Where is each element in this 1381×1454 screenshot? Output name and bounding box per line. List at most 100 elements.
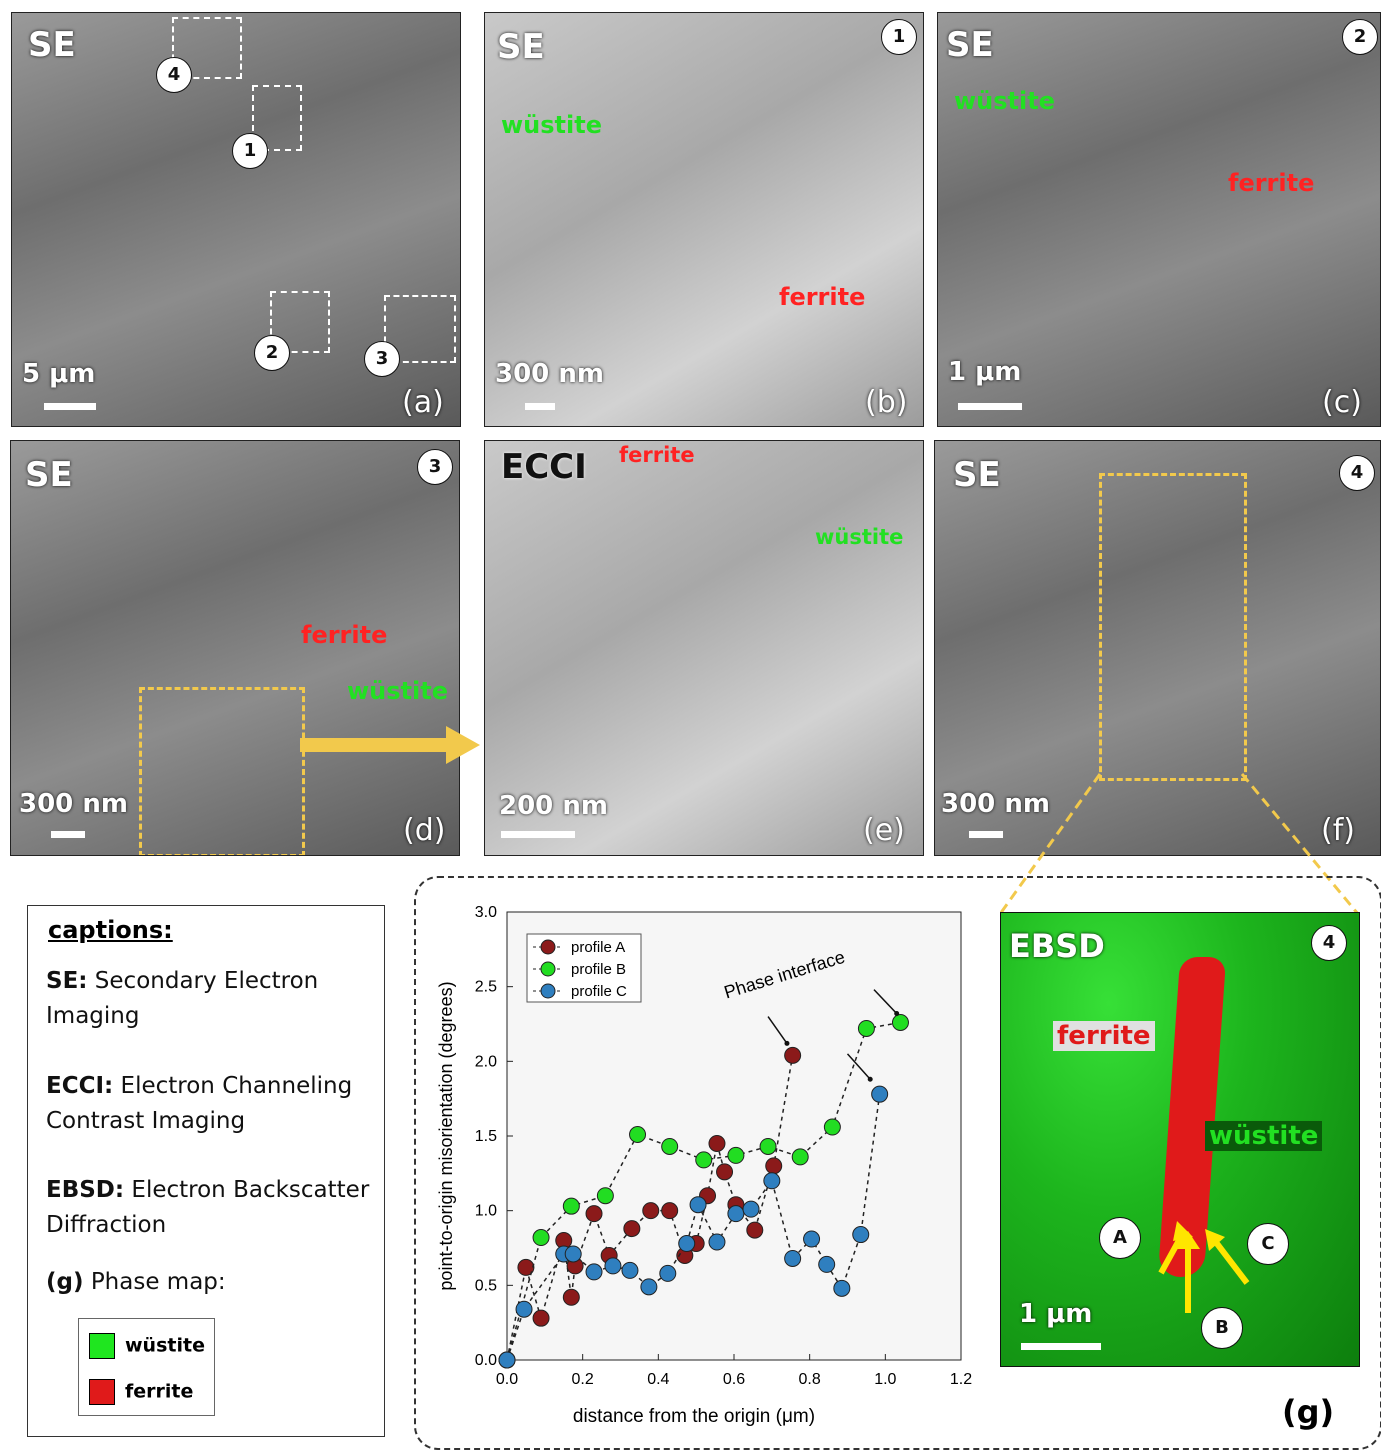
scale-bar: [969, 831, 1003, 838]
scale-label: 1 μm: [948, 357, 1022, 387]
x-tick-label: 0.6: [723, 1371, 745, 1388]
scale-bar: [501, 831, 575, 838]
caption-ebsd-key: EBSD:: [46, 1177, 125, 1203]
panel-number: 2: [1342, 19, 1378, 55]
legend-label: profile B: [571, 961, 626, 978]
profile-c-marker: C: [1247, 1223, 1289, 1265]
data-point: [818, 1255, 836, 1273]
data-point: [585, 1263, 603, 1281]
data-point: [585, 1205, 603, 1223]
data-point: [852, 1226, 870, 1244]
data-point: [784, 1249, 802, 1267]
data-point: [659, 1264, 677, 1282]
caption-se-text: Secondary Electron Imaging: [46, 968, 319, 1029]
scale-bar: [44, 403, 96, 410]
panel-a: SE 4 1 2 3 5 μm (a): [11, 12, 461, 427]
caption-ecci-text: Electron Channeling Contrast Imaging: [46, 1073, 353, 1134]
mode-label: SE: [28, 25, 76, 65]
x-tick-label: 0.8: [799, 1371, 821, 1388]
data-point: [727, 1205, 745, 1223]
data-point: [791, 1148, 809, 1166]
wustite-label: wüstite: [347, 677, 448, 705]
wustite-label: wüstite: [954, 87, 1055, 115]
data-point: [695, 1151, 713, 1169]
caption-ebsd: EBSD: Electron Backscatter Diffraction: [46, 1173, 376, 1243]
data-point: [784, 1046, 802, 1064]
data-point: [891, 1014, 909, 1032]
wustite-label: wüstite: [501, 111, 602, 139]
legend-marker: [540, 961, 556, 977]
data-point: [716, 1163, 734, 1181]
legend-ferrite: ferrite: [89, 1379, 193, 1405]
scale-bar: [525, 403, 555, 410]
marker-3: 3: [364, 341, 400, 377]
ebsd-phase-map: EBSD 4 ferrite wüstite A B C 1 μm: [1000, 912, 1360, 1367]
region-box-4: [172, 17, 242, 79]
data-point: [708, 1134, 726, 1152]
data-point: [640, 1278, 658, 1296]
panel-letter: (f): [1321, 813, 1355, 848]
x-tick-label: 0.0: [496, 1371, 518, 1388]
caption-g-text: Phase map:: [90, 1269, 226, 1295]
y-tick-label: 1.5: [475, 1128, 497, 1145]
marker-2: 2: [254, 335, 290, 371]
panel-number: 4: [1339, 455, 1375, 491]
x-tick-label: 1.2: [950, 1371, 972, 1388]
data-point: [803, 1230, 821, 1248]
data-point: [742, 1200, 760, 1218]
data-point: [857, 1019, 875, 1037]
panel-number: 4: [1311, 925, 1347, 961]
x-tick-label: 0.4: [647, 1371, 669, 1388]
y-tick-label: 0.0: [475, 1352, 497, 1369]
scale-label: 300 nm: [19, 789, 128, 819]
mode-label: ECCI: [501, 447, 587, 487]
y-tick-label: 3.0: [475, 904, 497, 921]
region-box-1: [252, 85, 302, 151]
panel-b: SE 1 wüstite ferrite 300 nm (b): [484, 12, 924, 427]
marker-1: 1: [232, 133, 268, 169]
legend-label: profile C: [571, 983, 627, 1000]
panel-c: SE 2 wüstite ferrite 1 μm (c): [937, 12, 1381, 427]
wustite-label: wüstite: [1205, 1121, 1323, 1151]
mode-label: SE: [25, 455, 73, 495]
annotation-arrowhead: [784, 1040, 790, 1046]
ecci-region-box: [139, 687, 305, 855]
scale-bar: [1021, 1343, 1101, 1350]
annotation-arrowhead: [867, 1076, 873, 1082]
region-box-2: [270, 291, 330, 353]
panel-letter: (a): [402, 385, 444, 420]
ebsd-region-box: [1099, 473, 1247, 781]
caption-g-key: (g): [46, 1269, 84, 1295]
data-point: [623, 1220, 641, 1238]
caption-ecci-key: ECCI:: [46, 1073, 114, 1099]
x-tick-label: 0.2: [572, 1371, 594, 1388]
wustite-swatch: [89, 1333, 115, 1359]
annotation-arrow: [873, 989, 898, 1015]
scale-label: 300 nm: [495, 359, 604, 389]
ferrite-label: ferrite: [619, 443, 695, 467]
data-point: [604, 1257, 622, 1275]
panel-number: 1: [881, 19, 917, 55]
annotation-arrow: [767, 1016, 788, 1044]
data-point: [689, 1196, 707, 1214]
ferrite-label: ferrite: [779, 283, 866, 311]
data-point: [515, 1300, 533, 1318]
annotation-arrow: [846, 1053, 871, 1080]
profile-arrows: [1158, 1221, 1250, 1313]
panel-d: SE 3 ferrite wüstite 300 nm (d): [10, 440, 460, 856]
panel-e: ECCI ferrite wüstite 200 nm (e): [484, 440, 924, 856]
data-point: [823, 1118, 841, 1136]
annotation-arrowhead: [894, 1011, 900, 1017]
profile-a-marker: A: [1099, 1217, 1141, 1259]
data-point: [661, 1137, 679, 1155]
misorientation-chart: 0.0 0.2 0.4 0.6 0.8 1.0 1.2 0.0 0.5 1.0 1.5 2.0 2.5 3…: [436, 904, 972, 1427]
mode-label: EBSD: [1009, 927, 1105, 965]
scale-bar: [51, 831, 85, 838]
caption-ebsd-text: Electron Backscatter Diffraction: [46, 1177, 370, 1238]
legend-marker: [540, 983, 556, 999]
ferrite-label: ferrite: [1228, 169, 1315, 197]
panel-f: SE 4 300 nm (f): [934, 440, 1381, 856]
x-axis-label: distance from the origin (μm): [573, 1406, 815, 1427]
mode-label: SE: [497, 27, 545, 67]
profile-b-marker: B: [1201, 1307, 1243, 1349]
